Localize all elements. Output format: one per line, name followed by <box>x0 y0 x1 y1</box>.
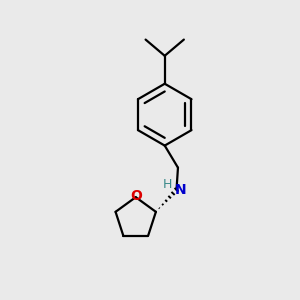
Text: N: N <box>175 183 187 197</box>
Text: O: O <box>130 189 142 203</box>
Text: H: H <box>163 178 172 191</box>
